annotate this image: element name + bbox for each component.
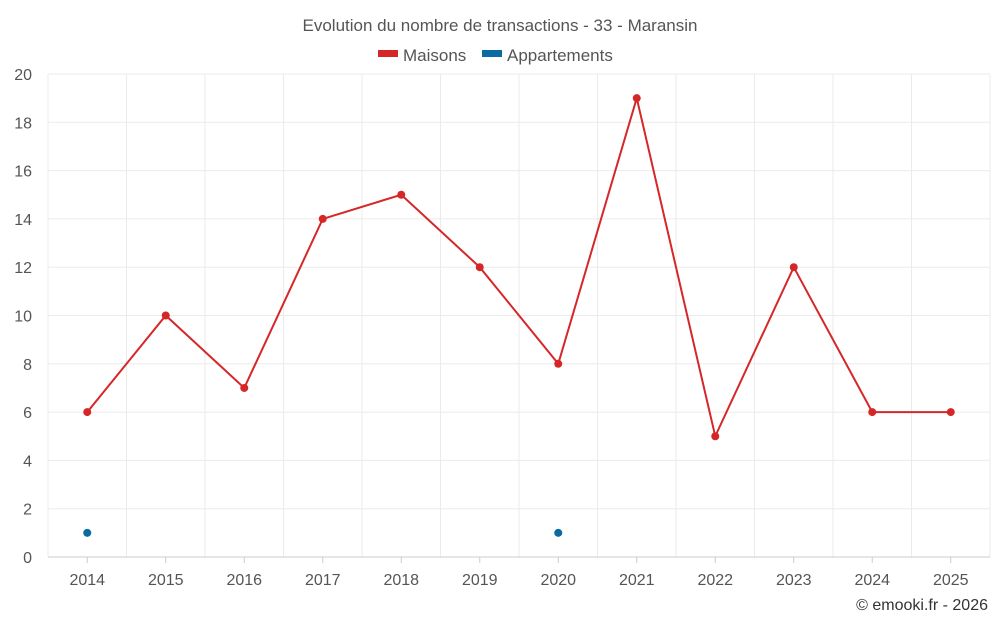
y-tick-label: 4 xyxy=(23,453,32,470)
x-tick-label: 2024 xyxy=(854,572,890,589)
data-point-maisons[interactable] xyxy=(946,408,955,417)
x-tick-label: 2019 xyxy=(462,572,498,589)
data-point-maisons[interactable] xyxy=(83,408,92,417)
y-tick-label: 10 xyxy=(14,309,32,326)
y-tick-label: 16 xyxy=(14,164,32,181)
x-tick-label: 2023 xyxy=(776,572,812,589)
data-point-maisons[interactable] xyxy=(711,432,720,441)
legend-swatch-maisons xyxy=(378,50,398,57)
x-tick-label: 2022 xyxy=(697,572,733,589)
data-point-maisons[interactable] xyxy=(868,408,877,417)
data-point-maisons[interactable] xyxy=(161,311,170,320)
legend-item-maisons[interactable]: Maisons xyxy=(378,46,466,65)
data-point-maisons[interactable] xyxy=(554,359,563,368)
series xyxy=(83,94,955,537)
data-point-maisons[interactable] xyxy=(789,263,798,272)
y-tick-label: 12 xyxy=(14,260,32,277)
series-line-maisons xyxy=(86,94,951,440)
y-tick-label: 8 xyxy=(23,357,32,374)
x-tick-label: 2017 xyxy=(305,572,341,589)
y-tick-label: 0 xyxy=(23,550,32,567)
y-tick-label: 2 xyxy=(23,502,32,519)
y-tick-label: 20 xyxy=(14,67,32,84)
x-tick-label: 2021 xyxy=(619,572,655,589)
x-tick-label: 2025 xyxy=(933,572,969,589)
credit-text: © emooki.fr - 2026 xyxy=(856,597,988,614)
x-tick-label: 2016 xyxy=(226,572,262,589)
legend-swatch-appartements xyxy=(482,50,502,57)
data-point-maisons[interactable] xyxy=(397,190,406,199)
data-point-appartements[interactable] xyxy=(554,528,563,537)
y-tick-label: 6 xyxy=(23,405,32,422)
y-tick-label: 18 xyxy=(14,115,32,132)
data-point-maisons[interactable] xyxy=(632,94,641,103)
x-tick-label: 2015 xyxy=(148,572,184,589)
series-maisons xyxy=(83,94,955,441)
y-tick-label: 14 xyxy=(14,212,32,229)
series-appartements xyxy=(83,528,563,537)
legend-label-appartements: Appartements xyxy=(507,46,613,65)
x-tick-label: 2014 xyxy=(69,572,105,589)
data-point-appartements[interactable] xyxy=(83,528,92,537)
axes: 0 2 4 6 8 10 12 14 16 18 20 2014 2015 2016 2017 2018 201… xyxy=(14,67,990,589)
legend-label-maisons: Maisons xyxy=(403,46,466,65)
chart-title: Evolution du nombre de transactions - 33… xyxy=(303,16,698,35)
data-point-maisons[interactable] xyxy=(475,263,484,272)
x-tick-label: 2018 xyxy=(383,572,419,589)
x-tick-label: 2020 xyxy=(540,572,576,589)
legend-item-appartements[interactable]: Appartements xyxy=(482,46,613,65)
legend[interactable]: Maisons Appartements xyxy=(378,46,613,65)
data-point-maisons[interactable] xyxy=(240,383,249,392)
data-point-maisons[interactable] xyxy=(318,214,327,223)
